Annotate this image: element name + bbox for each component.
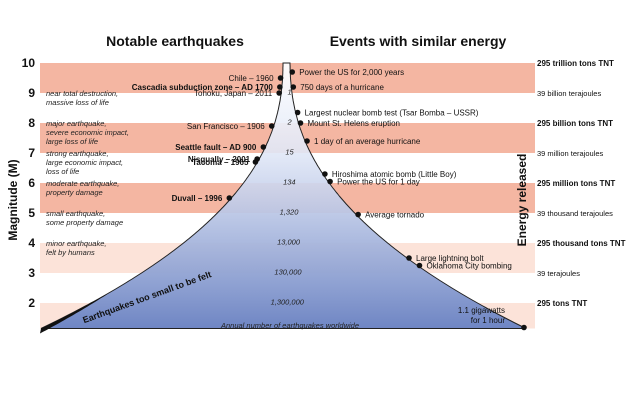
annual-count: 134 — [283, 178, 296, 187]
impact-description-line: felt by humans — [46, 248, 95, 257]
event-label: Oklahoma City bombing — [426, 262, 511, 271]
impact-description-line: minor earthquake, — [46, 239, 106, 248]
annual-count: 13,000 — [277, 238, 301, 247]
earthquake-label: Duvall – 1996 — [172, 194, 223, 203]
earthquake-label: Cascadia subduction zone – AD 1700 — [132, 83, 274, 92]
earthquake-label: Tacoma – 1965 — [192, 158, 249, 167]
impact-description: major earthquake,severe economic impact,… — [46, 119, 129, 146]
event-label: Hiroshima atomic bomb (Little Boy) — [332, 170, 457, 179]
event-dot — [297, 120, 304, 126]
event-dot — [289, 69, 296, 75]
annual-count: 15 — [285, 148, 294, 157]
earthquake-label: Tohoku, Japan – 2011 — [194, 89, 273, 98]
earthquake-label: Seattle fault – AD 900 — [175, 143, 257, 152]
earthquake-label: Nisqually – 2001 — [188, 155, 251, 164]
event-dot — [290, 84, 297, 90]
event-dot — [416, 262, 423, 269]
annual-count: 1,300,000 — [271, 298, 305, 307]
impact-description-line: major earthquake, — [46, 119, 106, 128]
left-header: Notable earthquakes — [106, 33, 244, 49]
annual-counts: 1 2 15 134 1,320 13,000 130,000 1,300,000 — [271, 88, 305, 307]
impact-description-line: large economic impact, — [46, 158, 123, 167]
energy-value: 295 trillion tons TNT — [537, 59, 614, 68]
event-dot — [327, 178, 333, 185]
impact-descriptions: near total destruction,massive loss of l… — [45, 89, 129, 257]
impact-description-line: strong earthquake, — [46, 149, 109, 158]
magnitude-tick-7: 7 — [28, 146, 35, 160]
magnitude-tick-6: 6 — [28, 176, 35, 190]
impact-description: small earthquake,some property damage — [46, 209, 123, 227]
event-label: Power the US for 2,000 years — [299, 68, 404, 77]
impact-description-line: severe economic impact, — [46, 128, 129, 137]
earthquake-dot — [226, 195, 233, 201]
event-label: Average tornado — [365, 211, 425, 220]
annual-caption: Annual number of earthquakes worldwide — [220, 321, 359, 330]
impact-description-line: loss of life — [46, 167, 79, 176]
event-label: 750 days of a hurricane — [300, 83, 384, 92]
impact-description: minor earthquake,felt by humans — [46, 239, 106, 257]
impact-description-line: massive loss of life — [46, 98, 109, 107]
energy-value: 39 billion terajoules — [537, 89, 601, 98]
energy-value: 39 thousand terajoules — [537, 209, 613, 218]
gigawatt-dot — [521, 324, 527, 331]
impact-description-line: small earthquake, — [46, 209, 105, 218]
earthquake-dot — [277, 84, 283, 90]
event-dot — [294, 109, 301, 116]
energy-value: 295 billion tons TNT — [537, 119, 613, 128]
earthquake-dot — [260, 144, 267, 150]
magnitude-tick-labels: 10 9 8 7 6 5 4 3 2 — [22, 56, 36, 310]
event-dot — [406, 255, 412, 261]
event-dot — [355, 211, 361, 218]
event-label: Largest nuclear bomb test (Tsar Bomba – … — [305, 109, 479, 118]
impact-description: near total destruction,massive loss of l… — [46, 89, 118, 107]
earthquake-label: San Francisco – 1906 — [187, 122, 265, 131]
magnitude-tick-10: 10 — [22, 56, 36, 70]
energy-values: 295 trillion tons TNT 39 billion terajoul… — [537, 59, 626, 308]
impact-description: moderate earthquake,property damage — [45, 179, 119, 197]
earthquake-dot — [252, 159, 259, 165]
energy-value: 39 million terajoules — [537, 149, 604, 158]
gigawatt-label-line2: for 1 hour — [471, 316, 506, 325]
annual-count: 1 — [287, 88, 291, 97]
energy-axis-label: Energy released — [515, 154, 529, 247]
earthquake-dot — [276, 90, 282, 96]
energy-value: 295 million tons TNT — [537, 179, 615, 188]
event-label: Large lightning bolt — [416, 254, 484, 263]
annual-count: 1,320 — [280, 208, 300, 217]
energy-value: 295 thousand tons TNT — [537, 239, 626, 248]
magnitude-tick-3: 3 — [28, 266, 35, 280]
impact-description-line: some property damage — [46, 218, 123, 227]
event-label: 1 day of an average hurricane — [314, 137, 421, 146]
event-label: Mount St. Helens eruption — [307, 119, 400, 128]
right-header: Events with similar energy — [330, 33, 507, 49]
impact-description: strong earthquake,large economic impact,… — [46, 149, 123, 176]
magnitude-axis-label: Magnitude (M) — [6, 159, 20, 240]
earthquake-label: Chile – 1960 — [229, 74, 274, 83]
earthquake-dot — [268, 123, 275, 129]
energy-value: 39 terajoules — [537, 269, 580, 278]
magnitude-tick-9: 9 — [28, 86, 35, 100]
annual-count: 130,000 — [274, 268, 302, 277]
energy-value: 295 tons TNT — [537, 299, 587, 308]
event-dot — [322, 171, 328, 177]
impact-description-line: moderate earthquake, — [46, 179, 119, 188]
event-label: Power the US for 1 day — [337, 178, 420, 187]
annual-count: 2 — [287, 118, 293, 127]
earthquake-dot — [277, 75, 284, 81]
impact-description-line: large loss of life — [46, 137, 98, 146]
too-small-bar — [40, 294, 107, 334]
magnitude-tick-8: 8 — [28, 116, 35, 130]
impact-description-line: property damage — [45, 188, 103, 197]
gigawatt-label-line1: 1.1 gigawatts — [458, 306, 505, 315]
similar-energy-events: Power the US for 2,000 years 750 days of … — [289, 68, 512, 271]
event-dot — [304, 138, 310, 144]
magnitude-tick-4: 4 — [28, 236, 35, 250]
magnitude-tick-2: 2 — [28, 296, 35, 310]
magnitude-tick-5: 5 — [28, 206, 35, 220]
impact-description-line: near total destruction, — [46, 89, 118, 98]
